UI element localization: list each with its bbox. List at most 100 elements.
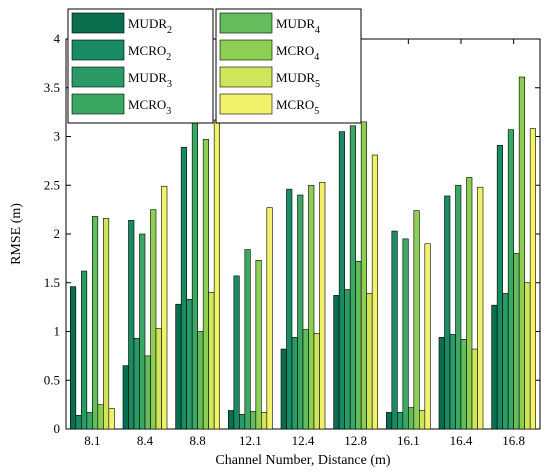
- bar-mudr2-12.8: [333, 295, 340, 430]
- bar-mudr2-12.1: [228, 410, 235, 430]
- legend-label-subscript: 2: [167, 25, 172, 36]
- bar-mcro4-16.4: [466, 177, 473, 430]
- y-tick-label: 1.5: [44, 275, 60, 290]
- bar-mcro2-16.8: [496, 144, 503, 430]
- legend-label: MUDR4: [276, 16, 320, 36]
- bar-mcro3-12.8: [349, 125, 356, 430]
- x-tick-label: 8.4: [137, 433, 154, 448]
- bar-mudr3-16.8: [502, 293, 509, 430]
- x-tick-label: 16.4: [450, 433, 473, 448]
- legend-swatch: [219, 12, 273, 34]
- bar-mudr4-12.1: [250, 411, 257, 430]
- bar-mcro3-12.4: [297, 194, 304, 430]
- legend-label: MCRO2: [128, 43, 171, 63]
- bar-mcro2-8.8: [180, 146, 187, 430]
- bar-mcro2-8.1: [75, 415, 82, 430]
- legend-label: MUDR3: [128, 70, 172, 90]
- bar-mcro5-16.8: [529, 128, 536, 430]
- bar-mcro4-16.8: [518, 76, 525, 430]
- bar-mcro3-8.8: [191, 112, 198, 430]
- x-axis-label: Channel Number, Distance (m): [215, 453, 391, 468]
- bar-mudr3-12.8: [344, 289, 351, 430]
- legend-label-subscript: 2: [166, 52, 171, 63]
- bar-mcro3-16.1: [402, 238, 409, 430]
- bar-mudr4-8.8: [197, 331, 204, 430]
- legend-label-subscript: 5: [314, 106, 319, 117]
- bar-mcro4-12.8: [360, 121, 367, 430]
- legend-swatch: [71, 39, 125, 61]
- bar-mudr5-16.1: [419, 410, 426, 430]
- bar-mudr4-16.1: [408, 407, 415, 430]
- legend-label-name: MCRO: [128, 43, 166, 58]
- legend-label: MCRO3: [128, 97, 171, 117]
- bar-mcro5-12.8: [371, 154, 378, 430]
- legend-swatch: [71, 12, 125, 34]
- bar-mcro5-16.4: [477, 186, 484, 430]
- bar-mudr2-16.4: [438, 337, 445, 430]
- x-tick-label: 16.8: [502, 433, 525, 448]
- bar-mcro2-16.4: [444, 195, 451, 430]
- bar-mudr5-8.4: [155, 328, 162, 430]
- legend-label-name: MCRO: [276, 43, 314, 58]
- legend-label-name: MUDR: [128, 16, 167, 31]
- legend-label: MCRO4: [276, 43, 319, 63]
- bar-mudr2-8.4: [122, 365, 129, 430]
- bar-mcro3-16.8: [507, 129, 514, 430]
- bar-mcro4-12.1: [255, 260, 262, 430]
- bar-mudr2-12.4: [280, 348, 287, 430]
- bar-mcro4-8.4: [150, 209, 157, 430]
- x-tick-label: 16.1: [397, 433, 420, 448]
- bar-mcro4-8.1: [97, 404, 104, 430]
- bar-mudr5-8.8: [208, 292, 215, 430]
- bar-mudr4-12.4: [302, 329, 309, 430]
- bar-mudr5-8.1: [103, 218, 110, 430]
- bar-mcro5-8.1: [108, 408, 115, 430]
- legend-label-name: MUDR: [276, 16, 315, 31]
- x-tick-label: 12.8: [344, 433, 367, 448]
- legend-label-subscript: 3: [166, 106, 171, 117]
- legend-label: MCRO5: [276, 97, 319, 117]
- legend-swatch: [71, 93, 125, 115]
- bar-mudr5-12.1: [261, 412, 268, 430]
- bar-mudr4-12.8: [355, 260, 362, 430]
- bar-mcro2-12.8: [338, 131, 345, 430]
- bar-mudr3-16.4: [449, 334, 456, 430]
- bar-mudr5-16.4: [471, 348, 478, 430]
- bar-mcro5-12.1: [266, 207, 273, 430]
- bar-mudr2-8.1: [70, 286, 77, 430]
- bar-mudr3-8.1: [81, 270, 88, 430]
- bar-mcro5-16.1: [424, 243, 431, 430]
- bar-mudr4-8.1: [92, 216, 99, 430]
- legend-swatch: [219, 39, 273, 61]
- bar-mudr5-12.8: [366, 293, 373, 430]
- bar-mcro4-16.1: [413, 210, 420, 430]
- legend-label-subscript: 4: [315, 25, 320, 36]
- bar-mcro2-12.1: [233, 275, 240, 430]
- bar-mcro2-16.1: [391, 230, 398, 430]
- bar-group: [70, 76, 536, 430]
- bar-mcro5-12.4: [319, 182, 326, 430]
- legend-label: MUDR2: [128, 16, 172, 36]
- y-tick-label: 0.5: [44, 372, 60, 387]
- bar-mcro2-12.4: [286, 188, 293, 430]
- x-tick-label: 12.4: [292, 433, 315, 448]
- x-tick-label: 8.8: [190, 433, 206, 448]
- bar-mudr2-16.8: [491, 304, 498, 430]
- legend-label-name: MCRO: [276, 97, 314, 112]
- bar-mudr4-16.4: [460, 338, 467, 430]
- bar-mcro3-12.1: [244, 249, 251, 430]
- bar-mudr3-8.4: [133, 338, 140, 430]
- legend-label: MUDR5: [276, 70, 320, 90]
- legend-swatch: [71, 66, 125, 88]
- bar-mcro5-8.4: [161, 185, 168, 430]
- bar-mudr3-8.8: [186, 299, 193, 430]
- legend-label-name: MUDR: [276, 70, 315, 85]
- bar-mudr4-8.4: [144, 355, 151, 430]
- legend-label-name: MCRO: [128, 97, 166, 112]
- bar-mcro3-16.4: [455, 184, 462, 430]
- tick-group: 0 0.5 1 1.5 2 2.5 3 3.5 4 8.1 8.4 8.8 12.1 12.4 12.8 16…: [44, 31, 540, 448]
- y-tick-label: 2: [54, 226, 61, 241]
- y-tick-label: 3: [54, 129, 61, 144]
- bar-mcro4-8.8: [202, 139, 209, 430]
- bar-mcro4-12.4: [308, 184, 315, 430]
